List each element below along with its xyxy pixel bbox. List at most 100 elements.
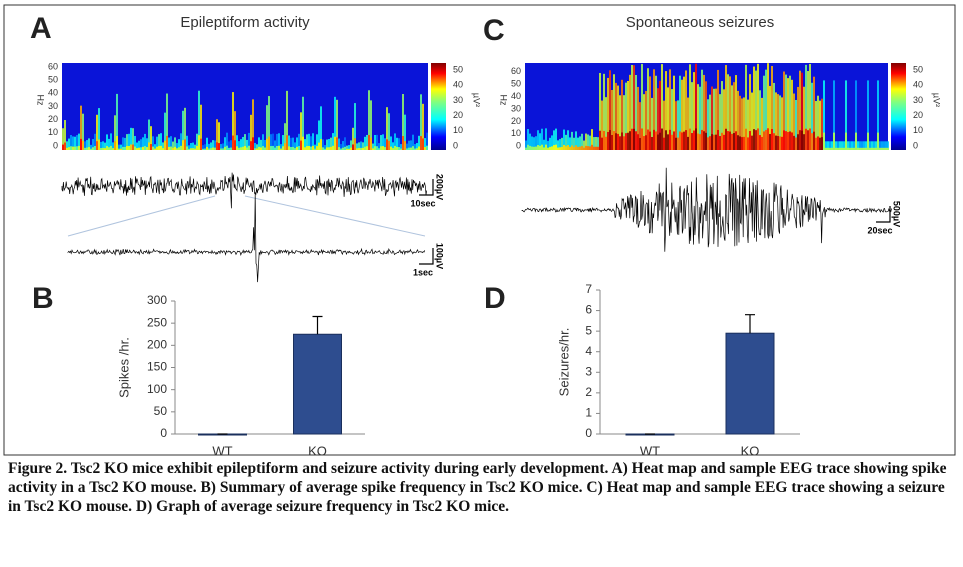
heatmap-cell (675, 101, 677, 150)
heatmap-cell (757, 128, 759, 150)
heatmap-cell (248, 145, 250, 150)
heatmap-cell (873, 147, 875, 150)
heatmap-cell (182, 140, 184, 150)
heatmap-cell (284, 143, 286, 150)
heatmap-cell (681, 79, 683, 150)
heatmap-cell (146, 147, 148, 150)
y-tick-label: 50 (154, 404, 168, 418)
heatmap-cell (789, 75, 791, 150)
heatmap-cell (583, 147, 585, 150)
heatmap-cell (859, 147, 861, 150)
heatmap-cell (186, 135, 188, 150)
heatmap-cell (306, 134, 308, 150)
heatmap-cell (290, 137, 292, 150)
heatmap-cell (575, 145, 577, 150)
figure: A Epileptiform activity0102030405060Hz010… (3, 4, 956, 456)
heatmap-cell (262, 134, 264, 150)
heatmap-cell (264, 147, 266, 150)
heatmap-cell (719, 94, 721, 150)
heatmap-cell (643, 136, 645, 150)
heatmap-cell (404, 141, 406, 150)
heatmap-cell (783, 71, 785, 150)
heatmap-cell (376, 146, 378, 150)
heatmap-cell (661, 128, 663, 150)
scale-bar (876, 206, 891, 223)
heatmap-cell (198, 90, 200, 150)
heatmap-cell (108, 138, 110, 150)
heatmap-cell (270, 146, 272, 150)
heatmap-cell (324, 148, 326, 150)
heatmap-cell (246, 139, 248, 150)
heatmap-cell (288, 135, 290, 150)
heatmap-cell (88, 138, 90, 150)
heatmap-cell (627, 132, 629, 150)
heatmap-cell (693, 72, 695, 150)
heatmap-cell (310, 136, 312, 150)
heatmap-cell (819, 137, 821, 150)
heatmap-cell (875, 147, 877, 150)
heatmap-cell (639, 138, 641, 150)
heatmap-cell (116, 93, 118, 150)
heatmap-cell (204, 148, 206, 150)
heatmap-cell (811, 133, 813, 150)
heatmap-cell (563, 129, 565, 150)
heatmap-cell (599, 72, 601, 150)
heatmap-cell (853, 141, 855, 150)
colorbar-tick-label: 30 (913, 95, 923, 105)
heatmap-cell (667, 87, 669, 150)
heatmap-cell (747, 99, 749, 150)
heatmap-cell (110, 133, 112, 150)
colorbar-tick-label: 20 (453, 110, 463, 120)
heatmap-cell (841, 141, 843, 150)
heatmap-cell (424, 138, 426, 150)
heatmap-cell (663, 137, 665, 150)
heatmap-cell (697, 84, 699, 150)
x-tick-label: KO (741, 443, 760, 456)
heatmap-cell (709, 136, 711, 150)
heatmap-cell (559, 147, 561, 150)
heatmap-cell (705, 132, 707, 150)
heatmap-cell (78, 133, 80, 150)
heatmap-cell (527, 128, 529, 150)
heatmap-cell (665, 130, 667, 150)
y-tick-label: 40 (48, 88, 58, 98)
heatmap-cell (735, 131, 737, 150)
x-tick-label: KO (308, 443, 327, 456)
heatmap-cell (731, 133, 733, 150)
bar (293, 333, 342, 435)
heatmap-cell (603, 73, 605, 150)
heatmap-cell (218, 143, 220, 150)
heatmap-cell (605, 136, 607, 150)
heatmap-cell (408, 147, 410, 150)
heatmap-cell (202, 148, 204, 150)
heatmap-cell (561, 137, 563, 150)
heatmap-cell (64, 120, 66, 150)
heatmap-cell (362, 148, 364, 150)
y-tick-label: 10 (48, 127, 58, 137)
heatmap-cell (342, 141, 344, 150)
heatmap-cell (362, 142, 364, 150)
heatmap-cell (268, 96, 270, 150)
heatmap-cell (244, 134, 246, 150)
heatmap-cell (226, 132, 228, 150)
y-tick-label: 0 (160, 426, 167, 440)
heatmap-cell (729, 131, 731, 150)
heatmap-cell (368, 135, 370, 150)
heatmap-cell (134, 146, 136, 150)
eeg-trace-zoom (67, 193, 426, 283)
heatmap-cell (92, 139, 94, 150)
heatmap-cell (420, 94, 422, 150)
heatmap-cell (687, 97, 689, 150)
heatmap-cell (723, 89, 725, 150)
heatmap-cell (144, 145, 146, 150)
y-tick-label: 250 (147, 315, 167, 329)
heatmap-cell (266, 105, 268, 150)
y-tick-label: 6 (585, 303, 592, 317)
heatmap-cell (767, 128, 769, 150)
y-tick-label: 60 (48, 61, 58, 71)
heatmap-cell (541, 144, 543, 150)
heatmap-cell (683, 131, 685, 150)
heatmap-cell (334, 136, 336, 150)
heatmap-cell (282, 146, 284, 150)
heatmap-cell (76, 135, 78, 150)
